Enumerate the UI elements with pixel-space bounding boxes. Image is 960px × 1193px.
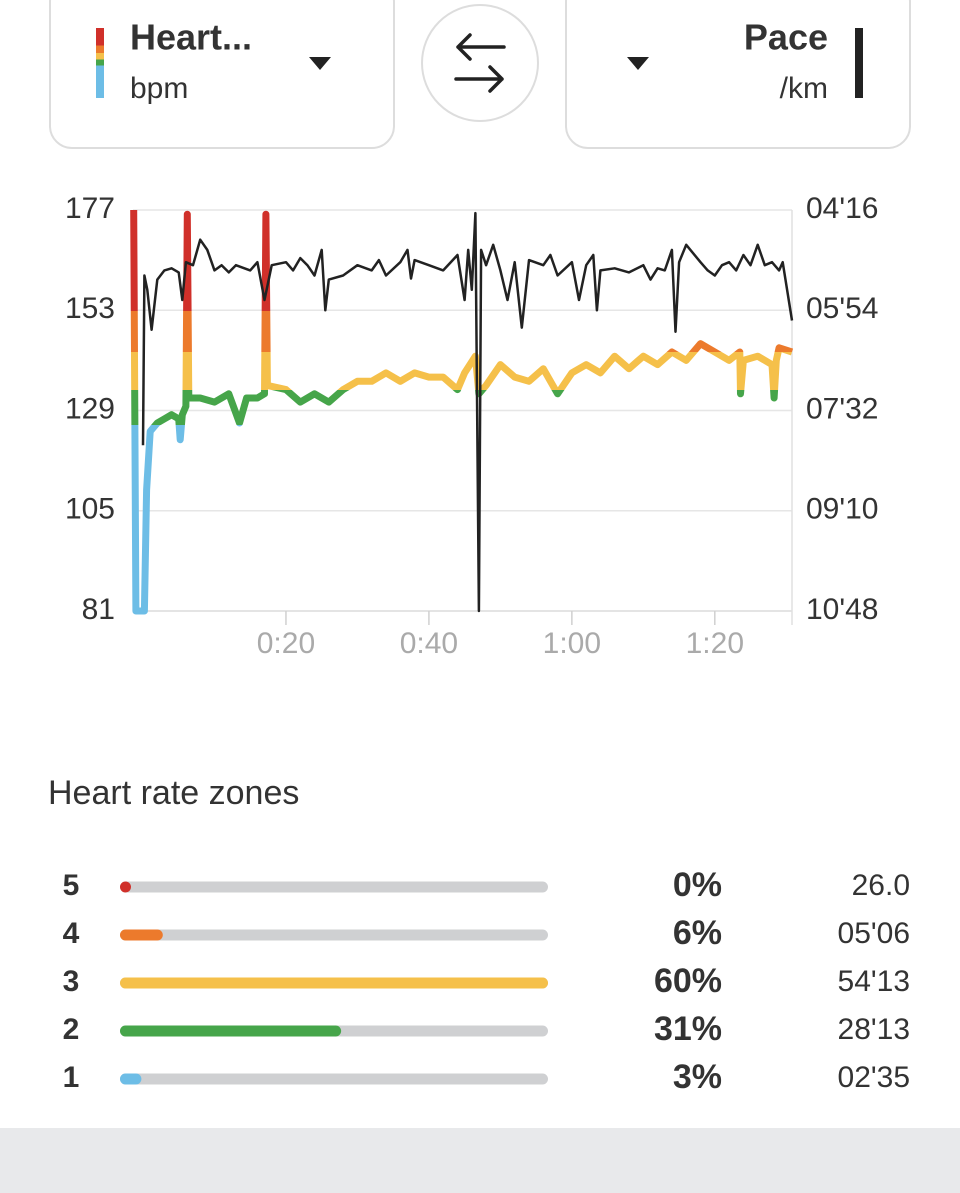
zone-track — [120, 929, 548, 941]
y2-tick-label: 10'48 — [806, 593, 878, 626]
zone-track — [120, 881, 548, 893]
zone-duration: 54'13 — [838, 965, 910, 998]
x-tick-label: 0:20 — [257, 627, 315, 660]
y-tick-label: 129 — [65, 392, 115, 425]
zone-percent: 31% — [654, 1010, 722, 1048]
y-tick-label: 153 — [65, 292, 115, 325]
zone-number: 2 — [63, 1013, 80, 1046]
pace-line — [141, 211, 794, 613]
zone-duration: 28'13 — [838, 1013, 910, 1046]
left-title: Heart... — [130, 17, 252, 58]
zone-bar — [120, 929, 163, 941]
zone-percent: 6% — [673, 914, 722, 952]
zone-percent: 0% — [673, 866, 722, 904]
zone-bar — [120, 1073, 142, 1085]
zone-track — [120, 1073, 548, 1085]
right-unit: /km — [780, 72, 828, 105]
right-selector[interactable] — [565, 0, 911, 149]
left-unit: bpm — [130, 72, 188, 105]
swap-button[interactable] — [421, 4, 539, 122]
chart: 81 105 129 153 177 04'16 05'54 07'32 09'10 10'48 0… — [65, 192, 879, 660]
y2-tick-label: 04'16 — [806, 192, 878, 225]
x-tick-label: 1:20 — [686, 627, 744, 660]
y2-tick-label: 07'32 — [806, 392, 878, 425]
y2-tick-label: 09'10 — [806, 493, 878, 526]
pace-icon — [855, 28, 863, 98]
zone-number: 3 — [63, 965, 80, 998]
zone-bar — [120, 1025, 342, 1037]
zone-number: 4 — [63, 917, 80, 950]
swap-icon — [454, 33, 506, 93]
dropdown-arrow — [627, 57, 649, 70]
y2-tick-label: 05'54 — [806, 292, 878, 325]
zone-number: 5 — [63, 869, 80, 902]
zones: 5 0% 26.0 4 6% 05'06 3 60% 54'13 2 31% 28'13 1 3% 02'3… — [63, 866, 910, 1096]
zone-bar — [120, 881, 131, 893]
heart-rate-line — [130, 209, 794, 615]
y-tick-label: 177 — [65, 192, 115, 225]
zone-duration: 26.0 — [852, 869, 910, 902]
zone-duration: 02'35 — [838, 1061, 910, 1094]
x-tick-label: 0:40 — [400, 627, 458, 660]
y-tick-label: 81 — [82, 593, 115, 626]
x-tick-label: 1:00 — [543, 627, 601, 660]
zone-bar — [120, 977, 548, 989]
footer-bar — [0, 1128, 960, 1193]
y-tick-label: 105 — [65, 493, 115, 526]
zone-percent: 3% — [673, 1058, 722, 1096]
zone-number: 1 — [63, 1061, 80, 1094]
zone-duration: 05'06 — [838, 917, 910, 950]
hr-zone-icon — [96, 28, 104, 98]
dropdown-arrow — [309, 57, 331, 70]
zone-percent: 60% — [654, 962, 722, 1000]
right-title: Pace — [744, 17, 828, 58]
left-selector[interactable] — [49, 0, 395, 149]
zones-title: Heart rate zones — [48, 774, 299, 812]
